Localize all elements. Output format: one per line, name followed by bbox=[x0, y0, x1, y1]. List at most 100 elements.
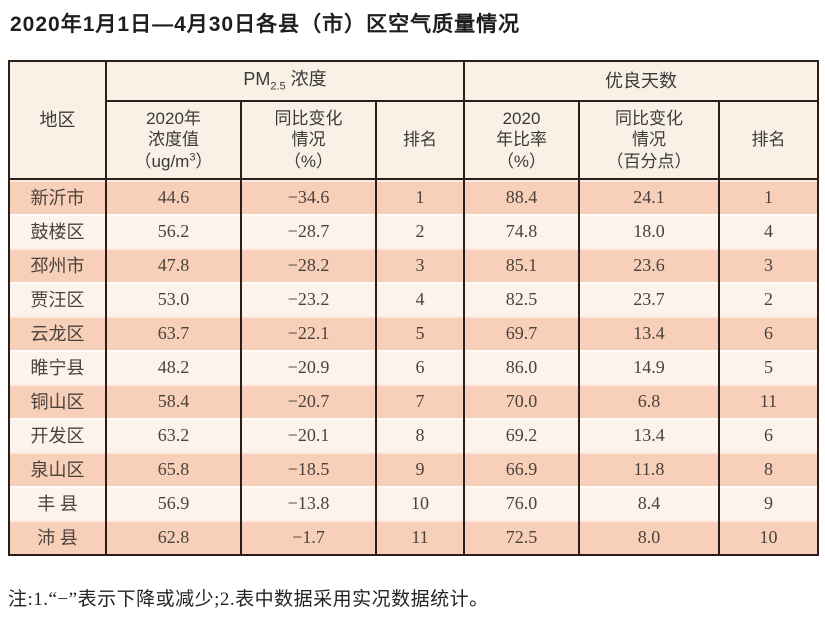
pm-yoy-cell: −18.5 bbox=[240, 452, 377, 486]
table-body: 新沂市 44.6 −34.6 1 88.4 24.1 1 鼓楼区 56.2 −28.7 2 74.8 1… bbox=[8, 179, 820, 555]
pm-label-prefix: PM bbox=[243, 68, 271, 89]
pm-rank-cell: 4 bbox=[375, 282, 465, 316]
table-row: 泉山区 65.8 −18.5 9 66.9 11.8 8 bbox=[8, 452, 820, 486]
header-good-rank: 排名 bbox=[717, 100, 820, 180]
good-rank-cell: 2 bbox=[717, 282, 820, 316]
pm-yoy-unit: （%） bbox=[283, 151, 334, 171]
good-ratio-cell: 74.8 bbox=[463, 214, 580, 248]
air-quality-table: 地区 PM2.5 浓度 优良天数 2020年 浓度值 （ug/m3） 同比变化 … bbox=[8, 60, 820, 556]
good-yoy-cell: 11.8 bbox=[578, 452, 720, 486]
table-header: 地区 PM2.5 浓度 优良天数 2020年 浓度值 （ug/m3） 同比变化 … bbox=[8, 60, 820, 180]
table-row: 睢宁县 48.2 −20.9 6 86.0 14.9 5 bbox=[8, 350, 820, 384]
header-pm-concentration: 2020年 浓度值 （ug/m3） bbox=[105, 100, 242, 180]
region-cell: 开发区 bbox=[8, 418, 107, 452]
good-yoy-cell: 8.4 bbox=[578, 486, 720, 520]
good-yoy-cell: 23.7 bbox=[578, 282, 720, 316]
unit-superscript: 3 bbox=[189, 150, 196, 163]
pm-rank-cell: 10 bbox=[375, 486, 465, 520]
pm-rank-cell: 1 bbox=[375, 179, 465, 214]
pm-rank-label: 排名 bbox=[403, 130, 437, 150]
good-ratio-cell: 76.0 bbox=[463, 486, 580, 520]
pm-yoy-cell: −34.6 bbox=[240, 179, 377, 214]
pm-value-cell: 48.2 bbox=[105, 350, 242, 384]
pm-yoy-cell: −20.7 bbox=[240, 384, 377, 418]
good-rank-cell: 6 bbox=[717, 316, 820, 350]
good-rank-cell: 8 bbox=[717, 452, 820, 486]
good-ratio-cell: 66.9 bbox=[463, 452, 580, 486]
pm-concentration-line2: 浓度值 bbox=[148, 130, 199, 150]
pm-yoy-cell: −20.9 bbox=[240, 350, 377, 384]
good-ratio-cell: 70.0 bbox=[463, 384, 580, 418]
good-rank-cell: 1 bbox=[717, 179, 820, 214]
region-cell: 沛 县 bbox=[8, 520, 107, 555]
good-yoy-cell: 13.4 bbox=[578, 316, 720, 350]
region-cell: 新沂市 bbox=[8, 179, 107, 214]
region-cell: 云龙区 bbox=[8, 316, 107, 350]
good-ratio-cell: 72.5 bbox=[463, 520, 580, 555]
table-row: 云龙区 63.7 −22.1 5 69.7 13.4 6 bbox=[8, 316, 820, 350]
header-good-days-group: 优良天数 bbox=[462, 60, 820, 102]
region-cell: 邳州市 bbox=[8, 248, 107, 282]
good-rank-cell: 3 bbox=[717, 248, 820, 282]
good-yoy-line1: 同比变化 bbox=[615, 109, 683, 129]
good-yoy-cell: 13.4 bbox=[578, 418, 720, 452]
good-ratio-cell: 69.7 bbox=[463, 316, 580, 350]
header-pm-rank: 排名 bbox=[375, 100, 465, 180]
header-pm-yoy: 同比变化 情况 （%） bbox=[240, 100, 377, 180]
header-region: 地区 bbox=[8, 60, 107, 180]
pm-value-cell: 56.2 bbox=[105, 214, 242, 248]
pm-value-cell: 65.8 bbox=[105, 452, 242, 486]
good-yoy-cell: 18.0 bbox=[578, 214, 720, 248]
pm-rank-cell: 5 bbox=[375, 316, 465, 350]
header-pm-group: PM2.5 浓度 bbox=[105, 60, 465, 102]
pm-yoy-cell: −13.8 bbox=[240, 486, 377, 520]
table-row: 丰 县 56.9 −13.8 10 76.0 8.4 9 bbox=[8, 486, 820, 520]
good-rank-label: 排名 bbox=[751, 130, 786, 150]
pm-rank-cell: 8 bbox=[375, 418, 465, 452]
pm-label-subscript: 2.5 bbox=[270, 80, 286, 93]
pm-concentration-unit: （ug/m3） bbox=[134, 150, 213, 171]
pm-yoy-cell: −1.7 bbox=[240, 520, 377, 555]
region-cell: 铜山区 bbox=[8, 384, 107, 418]
good-ratio-cell: 86.0 bbox=[463, 350, 580, 384]
pm-yoy-cell: −23.2 bbox=[240, 282, 377, 316]
pm-value-cell: 58.4 bbox=[105, 384, 242, 418]
region-cell: 丰 县 bbox=[8, 486, 107, 520]
pm-value-cell: 47.8 bbox=[105, 248, 242, 282]
table-row: 新沂市 44.6 −34.6 1 88.4 24.1 1 bbox=[8, 179, 820, 214]
table-row: 沛 县 62.8 −1.7 11 72.5 8.0 10 bbox=[8, 520, 820, 555]
good-rank-cell: 10 bbox=[717, 520, 820, 555]
pm-rank-cell: 3 bbox=[375, 248, 465, 282]
good-yoy-cell: 14.9 bbox=[578, 350, 720, 384]
good-yoy-cell: 6.8 bbox=[578, 384, 720, 418]
good-ratio-cell: 69.2 bbox=[463, 418, 580, 452]
pm-value-cell: 62.8 bbox=[105, 520, 242, 555]
region-cell: 睢宁县 bbox=[8, 350, 107, 384]
good-ratio-cell: 88.4 bbox=[463, 179, 580, 214]
good-yoy-cell: 24.1 bbox=[578, 179, 720, 214]
good-rank-cell: 11 bbox=[717, 384, 820, 418]
good-days-label: 优良天数 bbox=[605, 70, 678, 91]
good-rank-cell: 9 bbox=[717, 486, 820, 520]
table-row: 铜山区 58.4 −20.7 7 70.0 6.8 11 bbox=[8, 384, 820, 418]
table-row: 贾汪区 53.0 −23.2 4 82.5 23.7 2 bbox=[8, 282, 820, 316]
pm-rank-cell: 9 bbox=[375, 452, 465, 486]
good-rank-cell: 4 bbox=[717, 214, 820, 248]
pm-value-cell: 44.6 bbox=[105, 179, 242, 214]
pm-rank-cell: 2 bbox=[375, 214, 465, 248]
good-ratio-cell: 82.5 bbox=[463, 282, 580, 316]
pm-value-cell: 56.9 bbox=[105, 486, 242, 520]
pm-yoy-cell: −22.1 bbox=[240, 316, 377, 350]
pm-yoy-line1: 同比变化 bbox=[274, 109, 343, 129]
pm-yoy-cell: −28.2 bbox=[240, 248, 377, 282]
good-yoy-line2: 情况 bbox=[632, 130, 666, 150]
pm-value-cell: 53.0 bbox=[105, 282, 242, 316]
header-good-yoy: 同比变化 情况 （百分点） bbox=[578, 100, 720, 180]
good-ratio-unit: （%） bbox=[496, 151, 547, 171]
pm-rank-cell: 6 bbox=[375, 350, 465, 384]
good-yoy-cell: 23.6 bbox=[578, 248, 720, 282]
pm-yoy-line2: 情况 bbox=[291, 130, 326, 150]
pm-rank-cell: 7 bbox=[375, 384, 465, 418]
pm-value-cell: 63.7 bbox=[105, 316, 242, 350]
good-rank-cell: 6 bbox=[717, 418, 820, 452]
